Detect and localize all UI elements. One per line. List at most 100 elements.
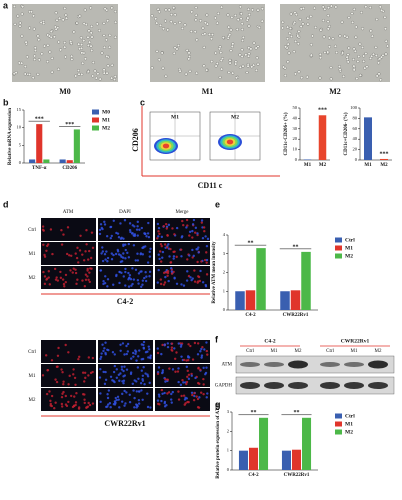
- nucleus: [127, 277, 131, 280]
- cell: [236, 18, 240, 22]
- nucleus: [122, 382, 125, 385]
- nucleus: [196, 397, 200, 401]
- nucleus: [105, 234, 109, 238]
- nucleus: [107, 348, 110, 352]
- nucleus: [201, 281, 205, 284]
- nucleus: [180, 283, 183, 286]
- nucleus: [131, 282, 134, 286]
- group-label: C4-2: [264, 338, 276, 344]
- nucleus: [76, 278, 79, 281]
- cell: [352, 64, 356, 68]
- cell: [318, 76, 322, 80]
- nucleus: [104, 341, 107, 344]
- nucleus: [116, 395, 120, 399]
- nucleus: [157, 230, 160, 233]
- cell: [240, 28, 244, 32]
- cell: [80, 51, 84, 55]
- cell: [23, 72, 27, 76]
- cell: [230, 44, 234, 48]
- nucleus: [49, 404, 52, 407]
- nucleus: [106, 403, 110, 406]
- cell: [205, 68, 209, 72]
- cell: [249, 47, 253, 51]
- nucleus: [113, 380, 116, 384]
- cell: [113, 78, 117, 82]
- nucleus: [115, 368, 118, 371]
- cell: [173, 46, 177, 50]
- nucleus: [175, 282, 179, 286]
- flow-y-label: CD206: [131, 128, 140, 152]
- cell: [260, 7, 264, 11]
- cell: [297, 70, 301, 74]
- legend-swatch: [92, 117, 99, 123]
- nucleus: [199, 391, 203, 394]
- nucleus: [57, 346, 60, 350]
- cell: [88, 40, 92, 44]
- column-label: Merge: [176, 210, 190, 215]
- nucleus: [163, 343, 166, 346]
- cell: [352, 68, 356, 72]
- nucleus: [83, 401, 86, 405]
- nucleus: [141, 253, 145, 256]
- cell: [260, 19, 264, 23]
- cell: [327, 36, 331, 40]
- cell: [14, 71, 18, 75]
- nucleus: [71, 405, 75, 409]
- bar: [259, 417, 269, 470]
- nucleus: [173, 347, 176, 350]
- nucleus: [170, 267, 173, 270]
- nucleus: [122, 369, 125, 373]
- nucleus: [136, 220, 139, 224]
- nucleus: [47, 276, 50, 279]
- nucleus: [128, 228, 132, 232]
- nucleus: [132, 351, 135, 355]
- cell: [333, 44, 337, 48]
- nucleus: [129, 278, 133, 281]
- nucleus: [143, 276, 146, 280]
- cell: [281, 20, 285, 24]
- nucleus: [202, 366, 205, 370]
- cell: [229, 49, 233, 53]
- nucleus: [125, 368, 129, 371]
- nucleus: [185, 226, 188, 229]
- nucleus: [49, 228, 53, 231]
- y-tick-label: 40: [293, 115, 298, 120]
- nucleus: [60, 368, 63, 371]
- cell: [50, 70, 54, 74]
- nucleus: [141, 357, 145, 361]
- nucleus: [161, 392, 164, 395]
- nucleus: [56, 354, 60, 358]
- cell: [187, 57, 191, 61]
- cell: [184, 72, 188, 76]
- nucleus: [121, 342, 125, 345]
- nucleus: [78, 249, 82, 252]
- cell: [377, 61, 381, 65]
- nucleus: [160, 235, 164, 239]
- cell: [105, 54, 109, 58]
- bar: [303, 159, 312, 160]
- lane-label: Ctrl: [246, 349, 254, 354]
- if-image: [41, 242, 96, 265]
- nucleus: [175, 255, 178, 259]
- nucleus: [59, 270, 62, 274]
- nucleus: [165, 404, 168, 407]
- band: [344, 382, 364, 389]
- nucleus: [63, 285, 66, 288]
- nucleus: [64, 394, 68, 398]
- nucleus: [162, 224, 166, 228]
- cell: [380, 8, 384, 12]
- nucleus: [187, 356, 190, 359]
- cell: [47, 34, 51, 38]
- cell: [301, 6, 305, 10]
- cell: [33, 57, 37, 61]
- nucleus: [162, 271, 166, 275]
- cell: [305, 75, 309, 79]
- cell: [228, 58, 232, 62]
- cell: [183, 23, 187, 27]
- nucleus: [41, 228, 45, 231]
- lane-label: M1: [351, 349, 358, 354]
- nucleus: [67, 351, 70, 354]
- cell: [374, 54, 378, 58]
- cell: [18, 24, 22, 28]
- panel-label: d: [3, 199, 9, 209]
